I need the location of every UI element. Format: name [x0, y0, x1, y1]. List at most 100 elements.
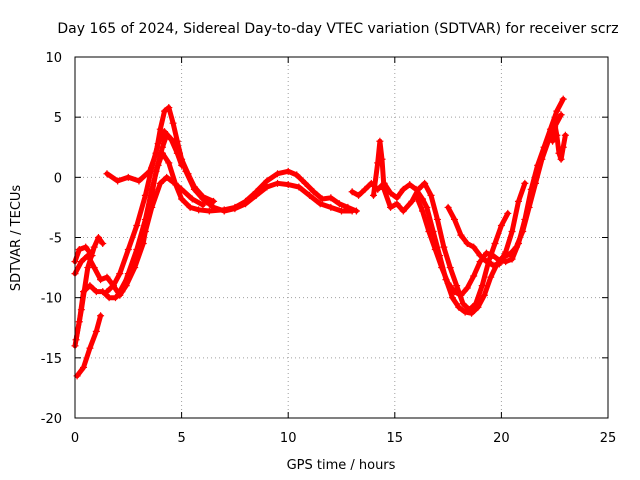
data-point — [348, 188, 356, 196]
data-point — [470, 272, 478, 280]
data-point — [376, 137, 384, 145]
data-point — [165, 159, 173, 167]
data-point — [178, 185, 186, 193]
data-point — [453, 282, 461, 290]
data-point — [338, 207, 345, 215]
data-point — [393, 194, 401, 202]
data-point — [148, 203, 156, 211]
data-point — [169, 178, 177, 186]
data-point — [450, 288, 458, 296]
data-point — [124, 272, 132, 280]
data-point — [263, 177, 271, 185]
data-point — [148, 185, 156, 193]
data-series — [71, 95, 569, 380]
x-tick-label: 15 — [387, 431, 404, 446]
data-point — [141, 191, 149, 199]
data-point — [72, 336, 80, 344]
data-point — [82, 243, 90, 251]
plot-frame — [74, 56, 609, 419]
x-tick-label: 20 — [493, 431, 510, 446]
data-point — [86, 282, 94, 290]
data-point — [169, 119, 177, 127]
data-point — [427, 191, 435, 199]
data-point — [90, 264, 98, 272]
data-point — [457, 291, 465, 299]
data-point — [476, 252, 484, 260]
data-point — [154, 140, 162, 148]
data-point — [167, 135, 175, 143]
data-point — [310, 188, 318, 196]
data-point — [419, 207, 427, 215]
data-point — [482, 258, 490, 266]
series-track-1 — [71, 131, 356, 299]
data-point — [188, 195, 196, 203]
data-point — [431, 246, 439, 254]
data-point — [92, 288, 100, 296]
data-point — [495, 260, 503, 268]
data-point — [335, 200, 343, 208]
data-point — [97, 312, 105, 320]
series-track-13 — [549, 119, 569, 163]
series-trace — [371, 138, 511, 313]
data-point — [425, 227, 433, 235]
data-point — [463, 240, 471, 248]
series-trace — [104, 129, 185, 295]
data-point — [184, 170, 192, 178]
grid — [75, 57, 608, 418]
data-point — [393, 200, 401, 208]
data-point — [105, 294, 113, 302]
data-point — [549, 137, 557, 145]
data-point — [156, 125, 164, 133]
data-point — [540, 143, 548, 151]
data-point — [165, 104, 173, 112]
data-point — [482, 249, 490, 257]
data-point — [489, 252, 497, 260]
data-point — [112, 294, 120, 302]
data-point — [195, 206, 203, 214]
data-point — [457, 231, 465, 239]
data-point — [433, 215, 441, 223]
data-point — [301, 179, 309, 187]
x-axis-label: GPS time / hours — [287, 458, 396, 473]
data-point — [444, 203, 452, 211]
data-point — [293, 171, 301, 179]
data-point — [77, 258, 85, 266]
data-point — [114, 177, 122, 185]
x-tick-label: 5 — [177, 431, 185, 446]
data-point — [135, 177, 143, 185]
y-axis-label: SDTVAR / TECUs — [9, 185, 24, 292]
data-point — [504, 209, 512, 217]
data-point — [210, 197, 218, 205]
data-point — [527, 185, 535, 193]
data-point — [75, 246, 83, 254]
data-point — [274, 179, 282, 187]
data-point — [461, 308, 469, 316]
data-point — [412, 191, 420, 199]
data-point — [557, 111, 565, 119]
data-point — [553, 107, 561, 115]
data-point — [327, 203, 335, 211]
y-tick-label: -20 — [41, 412, 62, 427]
data-point — [186, 203, 194, 211]
series-trace — [72, 244, 95, 265]
x-tick-label: 10 — [280, 431, 297, 446]
data-point — [423, 203, 431, 211]
data-point — [158, 143, 166, 151]
data-point — [555, 149, 563, 157]
data-point — [190, 183, 198, 191]
x-tick-label: 25 — [600, 431, 617, 446]
data-point — [487, 273, 495, 281]
data-point — [502, 248, 510, 256]
data-point — [133, 221, 141, 229]
data-point — [491, 240, 499, 248]
data-point — [306, 191, 314, 199]
series-trace — [72, 150, 359, 349]
data-point — [438, 264, 446, 272]
data-point — [263, 183, 271, 191]
data-point — [557, 155, 565, 163]
y-tick-label: -5 — [49, 232, 62, 247]
data-point — [163, 173, 171, 181]
data-point — [77, 306, 85, 314]
data-point — [472, 300, 480, 308]
